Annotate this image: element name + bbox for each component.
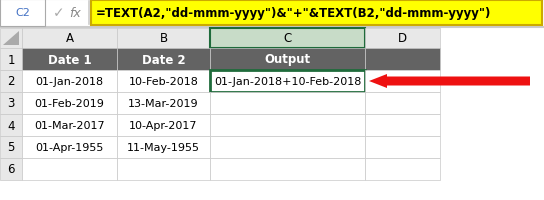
Text: C: C — [283, 32, 292, 45]
Bar — [210, 29, 365, 49]
Bar — [0, 71, 22, 93]
Bar — [91, 1, 542, 26]
Bar — [117, 114, 210, 136]
Bar — [0, 49, 22, 71]
Text: 3: 3 — [7, 97, 15, 110]
Polygon shape — [369, 75, 530, 89]
Text: 01-Mar-2017: 01-Mar-2017 — [34, 120, 105, 130]
Text: 10-Apr-2017: 10-Apr-2017 — [129, 120, 198, 130]
Text: Output: Output — [264, 53, 311, 66]
Bar — [22, 114, 117, 136]
Bar — [117, 93, 210, 114]
Bar — [210, 71, 365, 93]
Bar — [0, 114, 22, 136]
Text: D: D — [398, 32, 407, 45]
Bar — [22, 71, 117, 93]
Bar — [117, 158, 210, 180]
Bar — [117, 136, 210, 158]
Bar — [210, 158, 365, 180]
Bar — [210, 114, 365, 136]
Text: 2: 2 — [7, 75, 15, 88]
Bar — [365, 49, 440, 71]
Bar — [210, 49, 365, 71]
Bar — [365, 136, 440, 158]
Bar — [0, 29, 22, 49]
Text: Date 2: Date 2 — [141, 53, 186, 66]
Bar — [0, 158, 22, 180]
Bar — [22, 158, 117, 180]
Text: 11-May-1955: 11-May-1955 — [127, 142, 200, 152]
Bar — [22, 29, 117, 49]
Text: 01-Jan-2018: 01-Jan-2018 — [35, 77, 103, 87]
Text: B: B — [159, 32, 168, 45]
Text: 10-Feb-2018: 10-Feb-2018 — [128, 77, 199, 87]
Text: 01-Apr-1955: 01-Apr-1955 — [35, 142, 104, 152]
Bar — [365, 71, 440, 93]
Text: 13-Mar-2019: 13-Mar-2019 — [128, 99, 199, 108]
Text: 6: 6 — [7, 163, 15, 176]
Bar — [0, 0, 45, 27]
Bar — [22, 49, 117, 71]
Bar — [117, 29, 210, 49]
Bar — [22, 93, 117, 114]
Bar — [0, 29, 544, 180]
Bar — [210, 136, 365, 158]
Text: 01-Jan-2018+10-Feb-2018: 01-Jan-2018+10-Feb-2018 — [214, 77, 361, 87]
Bar — [365, 93, 440, 114]
Text: 5: 5 — [7, 141, 15, 154]
Text: fx: fx — [69, 7, 81, 20]
Text: =TEXT(A2,"dd-mmm-yyyy")&"+"&TEXT(B2,"dd-mmm-yyyy"): =TEXT(A2,"dd-mmm-yyyy")&"+"&TEXT(B2,"dd-… — [96, 7, 491, 20]
Bar — [0, 93, 22, 114]
Bar — [210, 93, 365, 114]
Bar — [0, 0, 544, 27]
Bar — [365, 158, 440, 180]
Text: A: A — [65, 32, 73, 45]
Bar — [117, 49, 210, 71]
Bar — [0, 136, 22, 158]
Text: ✓: ✓ — [53, 6, 65, 20]
Bar — [365, 114, 440, 136]
Text: Date 1: Date 1 — [48, 53, 91, 66]
Bar — [117, 71, 210, 93]
Text: 1: 1 — [7, 53, 15, 66]
Text: 4: 4 — [7, 119, 15, 132]
Bar — [365, 29, 440, 49]
Polygon shape — [3, 32, 19, 46]
Text: 01-Feb-2019: 01-Feb-2019 — [35, 99, 104, 108]
Text: C2: C2 — [15, 8, 30, 18]
Bar — [22, 136, 117, 158]
